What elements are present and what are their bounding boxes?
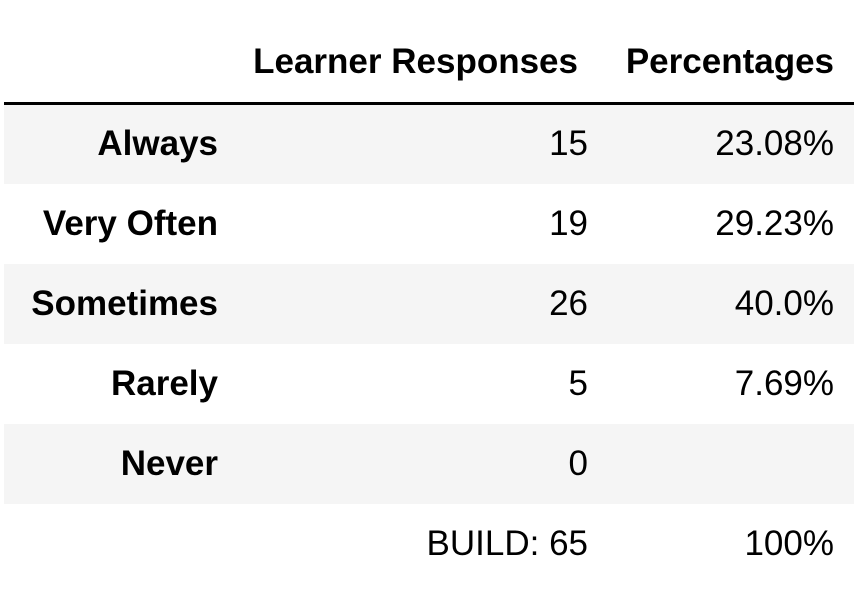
- percentage-cell: 7.69%: [734, 363, 834, 403]
- responses-cell: 26: [549, 283, 588, 323]
- percentages-header: Percentages: [596, 22, 854, 105]
- table-row: Sometimes 26 40.0%: [4, 263, 854, 344]
- percentage-cell: [596, 424, 854, 504]
- responses-cell: 15: [549, 124, 588, 164]
- row-label: Always: [97, 124, 218, 164]
- responses-cell: 5: [568, 363, 588, 403]
- header-row: Learner Responses Percentages: [4, 22, 854, 105]
- index-header: [4, 22, 226, 105]
- row-label: Never: [120, 443, 218, 483]
- percentage-cell: 23.08%: [715, 124, 834, 164]
- total-responses-cell: BUILD: 65: [426, 523, 588, 563]
- responses-cell: 19: [549, 203, 588, 243]
- table-row: Never 0: [4, 423, 854, 504]
- table-row: Very Often 19 29.23%: [4, 183, 854, 264]
- table-header: Learner Responses Percentages: [4, 22, 854, 105]
- row-label: Very Often: [42, 203, 218, 243]
- total-row: BUILD: 65 100%: [4, 503, 854, 584]
- percentage-cell: 40.0%: [734, 283, 834, 323]
- table-row: Always 15 23.08%: [4, 103, 854, 184]
- row-label: Sometimes: [31, 283, 218, 323]
- total-label: [4, 504, 226, 584]
- learner-responses-header: Learner Responses: [226, 22, 596, 105]
- total-percentage-cell: 100%: [744, 523, 834, 563]
- responses-cell: 0: [568, 443, 588, 483]
- responses-table: Learner Responses Percentages Always 15 …: [4, 22, 854, 584]
- table-row: Rarely 5 7.69%: [4, 343, 854, 424]
- table-body: Always 15 23.08% Very Often 19 29.23% So…: [4, 103, 854, 584]
- percentage-cell: 29.23%: [715, 203, 834, 243]
- row-label: Rarely: [110, 363, 218, 403]
